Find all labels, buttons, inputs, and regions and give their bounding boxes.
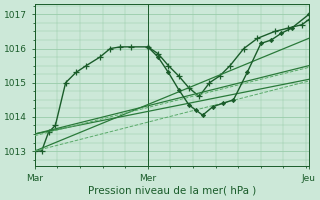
X-axis label: Pression niveau de la mer( hPa ): Pression niveau de la mer( hPa ) <box>88 186 256 196</box>
